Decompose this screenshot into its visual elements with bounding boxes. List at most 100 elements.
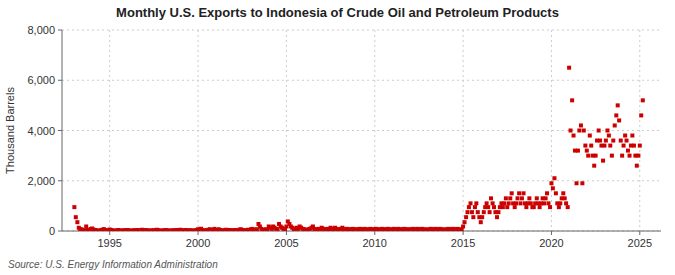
x-tick — [639, 231, 640, 235]
point — [84, 224, 88, 228]
point — [510, 191, 514, 195]
x-tick — [198, 231, 199, 235]
x-grid-line — [374, 30, 375, 231]
y-grid-line — [62, 180, 661, 181]
point — [479, 220, 483, 224]
point — [524, 205, 528, 209]
point — [491, 201, 495, 205]
point — [72, 205, 76, 209]
point — [554, 191, 558, 195]
point — [572, 134, 576, 138]
point — [598, 139, 602, 143]
point — [635, 164, 639, 168]
point — [513, 205, 517, 209]
points — [72, 66, 644, 231]
chart: Monthly U.S. Exports to Indonesia of Cru… — [0, 0, 675, 275]
point — [495, 215, 499, 219]
x-grid-line — [463, 30, 464, 231]
source: Source: U.S. Energy Information Administ… — [8, 259, 218, 270]
point — [470, 210, 474, 214]
point — [545, 191, 549, 195]
y-tick-label: 4,000 — [27, 125, 55, 137]
x-tick-label: 2005 — [274, 237, 298, 249]
point — [561, 191, 565, 195]
y-axis-label: Thousand Barrels — [4, 87, 16, 174]
x-grid-line — [286, 30, 287, 231]
point — [563, 196, 567, 200]
point — [476, 210, 480, 214]
point — [505, 205, 509, 209]
x-tick — [463, 231, 464, 235]
x-tick-label: 2025 — [628, 237, 652, 249]
point — [569, 129, 573, 133]
point — [496, 210, 500, 214]
point — [461, 224, 465, 228]
x-grid-line — [639, 30, 640, 231]
point — [488, 210, 492, 214]
point — [522, 191, 526, 195]
point — [74, 215, 78, 219]
point — [516, 196, 520, 200]
point — [628, 154, 632, 158]
point — [580, 181, 584, 185]
point — [485, 201, 489, 205]
point — [576, 149, 580, 153]
x-tick-label: 2000 — [186, 237, 210, 249]
point — [501, 205, 505, 209]
point — [529, 201, 533, 205]
point — [514, 201, 518, 205]
x-tick — [286, 231, 287, 235]
point — [597, 129, 601, 133]
point — [630, 134, 634, 138]
point — [548, 205, 552, 209]
point — [75, 220, 79, 224]
point — [558, 201, 562, 205]
point — [566, 205, 570, 209]
x-tick-label: 1995 — [97, 237, 121, 249]
point — [507, 201, 511, 205]
point — [570, 98, 574, 102]
point — [607, 134, 611, 138]
point — [482, 210, 486, 214]
point — [620, 154, 624, 158]
x-tick — [551, 231, 552, 235]
point — [567, 66, 571, 70]
point — [619, 139, 623, 143]
point — [592, 164, 596, 168]
y-tick — [58, 30, 62, 31]
title: Monthly U.S. Exports to Indonesia of Cru… — [116, 5, 559, 20]
point — [601, 159, 605, 163]
point — [626, 149, 630, 153]
point — [611, 139, 615, 143]
point — [639, 113, 643, 117]
point — [464, 215, 468, 219]
point — [467, 205, 471, 209]
point — [471, 215, 475, 219]
point — [519, 201, 523, 205]
point — [549, 181, 553, 185]
point — [583, 144, 587, 148]
point — [527, 196, 531, 200]
point — [473, 205, 477, 209]
point — [466, 210, 470, 214]
point — [614, 113, 618, 117]
y-tick — [58, 180, 62, 181]
point — [604, 139, 608, 143]
point — [489, 196, 493, 200]
point — [608, 144, 612, 148]
x-grid-line — [551, 30, 552, 231]
axes: 02,0004,0006,0008,0001995200020052010201… — [27, 24, 661, 249]
x-tick-label: 2015 — [451, 237, 475, 249]
point — [538, 205, 542, 209]
point — [557, 205, 561, 209]
point — [589, 144, 593, 148]
y-tick — [58, 80, 62, 81]
point — [544, 196, 548, 200]
point — [480, 215, 484, 219]
point — [605, 129, 609, 133]
y-tick-label: 0 — [49, 225, 55, 237]
point — [613, 123, 617, 127]
point — [641, 98, 645, 102]
point — [638, 144, 642, 148]
point — [532, 205, 536, 209]
